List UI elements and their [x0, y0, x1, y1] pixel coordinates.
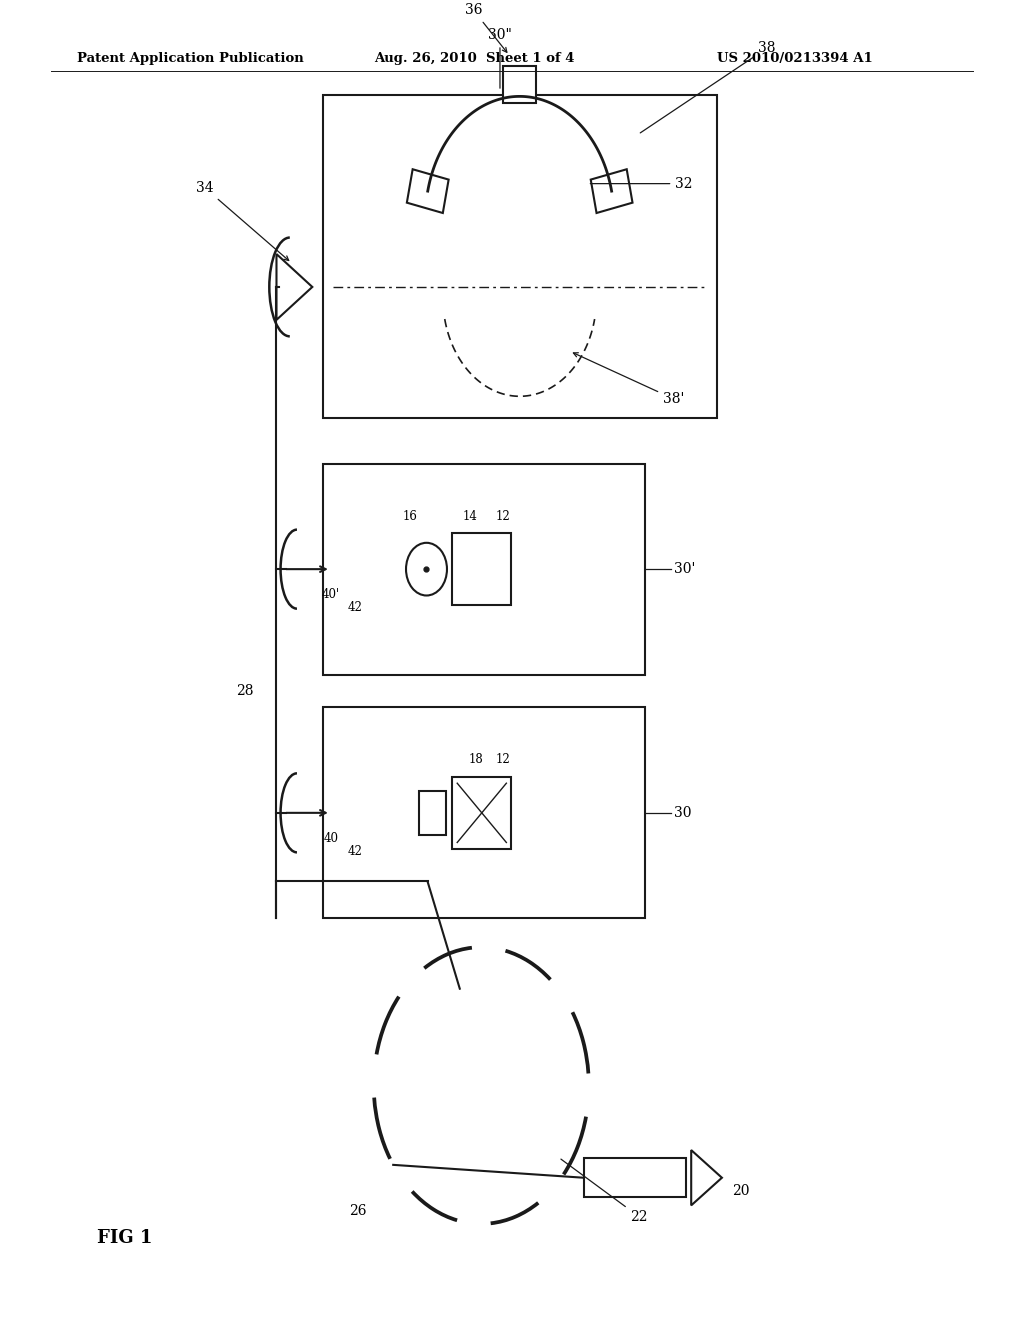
Text: 12: 12	[496, 754, 510, 767]
Bar	[453, 776, 512, 849]
Bar	[323, 708, 645, 919]
Text: 30: 30	[674, 805, 691, 820]
Bar	[420, 791, 446, 836]
Bar	[323, 463, 645, 675]
Text: US 2010/0213394 A1: US 2010/0213394 A1	[717, 51, 872, 65]
Text: 32: 32	[590, 177, 693, 190]
Text: 18: 18	[468, 754, 483, 767]
Text: Aug. 26, 2010  Sheet 1 of 4: Aug. 26, 2010 Sheet 1 of 4	[374, 51, 574, 65]
Bar	[453, 533, 512, 606]
Circle shape	[406, 543, 446, 595]
Text: 40: 40	[324, 832, 338, 845]
Bar	[584, 1158, 686, 1197]
Text: 12: 12	[496, 510, 510, 523]
Text: 14: 14	[463, 510, 477, 523]
Text: FIG 1: FIG 1	[97, 1229, 153, 1247]
Text: 30": 30"	[488, 28, 512, 88]
Bar	[323, 95, 717, 417]
Text: 36: 36	[465, 4, 507, 53]
Text: 28: 28	[237, 684, 254, 698]
Text: 20: 20	[732, 1184, 750, 1199]
Text: 42: 42	[348, 845, 362, 858]
Polygon shape	[591, 169, 633, 213]
Text: 42: 42	[348, 602, 362, 614]
Text: 34: 34	[196, 181, 289, 260]
Polygon shape	[691, 1150, 722, 1205]
Text: Patent Application Publication: Patent Application Publication	[77, 51, 303, 65]
Text: 16: 16	[402, 510, 418, 523]
Polygon shape	[276, 253, 312, 319]
Text: 38': 38'	[573, 352, 684, 407]
Polygon shape	[407, 169, 449, 213]
Text: 38: 38	[640, 41, 775, 133]
Text: 40': 40'	[322, 589, 340, 601]
Bar	[504, 66, 537, 103]
Text: 26: 26	[348, 1204, 367, 1218]
Text: 30': 30'	[674, 562, 695, 576]
Text: 22: 22	[561, 1159, 648, 1224]
